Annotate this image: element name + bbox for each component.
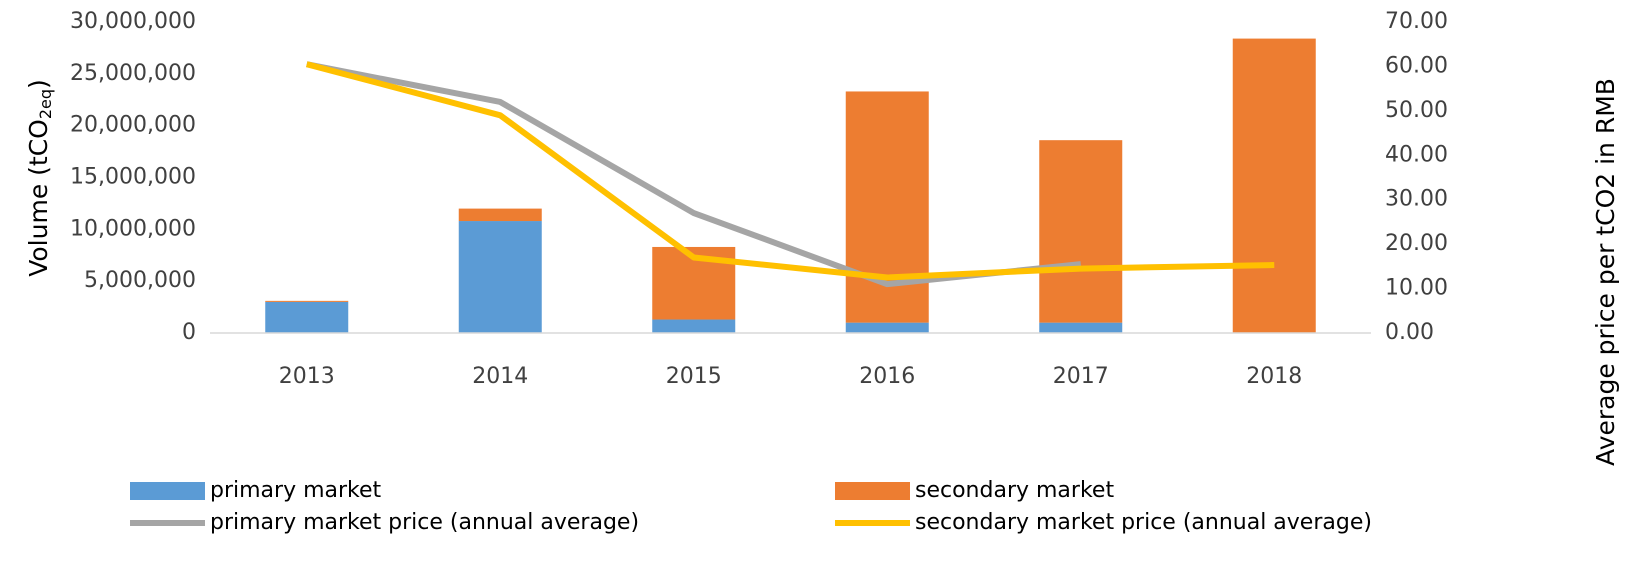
y2-tick-label: 40.00 [1385,142,1448,167]
bar [458,221,542,333]
line [305,61,1275,281]
bar [265,301,349,333]
legend-label: secondary market price (annual average) [915,510,1372,535]
legend-label: primary market [210,478,382,503]
y2-tick-label: 70.00 [1385,9,1448,34]
legend-swatch [130,482,205,500]
y-tick-label: 20,000,000 [70,113,196,138]
x-tick-label: 2017 [1053,364,1109,389]
legend-swatch [835,482,910,500]
y2-tick-label: 60.00 [1385,53,1448,78]
y-axis-title-part: Volume (tCO [24,119,53,277]
y-tick-label: 15,000,000 [70,165,196,190]
bar [1039,322,1123,333]
y-tick-label: 10,000,000 [70,216,196,241]
x-tick-label: 2015 [666,364,722,389]
bar [845,91,929,323]
y-axis-title: Volume (tCO2eq) [24,79,55,277]
y2-tick-label: 10.00 [1385,276,1448,301]
y2-tick-label: 30.00 [1385,187,1448,212]
bar [1232,38,1316,333]
legend-label: secondary market [915,478,1114,503]
y2-tick-label: 20.00 [1385,231,1448,256]
y2-tick-label: 50.00 [1385,98,1448,123]
x-tick-label: 2018 [1246,364,1302,389]
y-axis-title-part: ) [24,79,53,89]
y2-tick-label: 0.00 [1385,320,1434,345]
bar [265,300,349,302]
legend-label: primary market price (annual average) [210,510,639,535]
x-tick-label: 2014 [472,364,528,389]
x-tick-label: 2016 [859,364,915,389]
y2-axis-title: Average price per tCO2 in RMB [1591,78,1620,466]
y-axis-title-sub: 2eq [36,89,55,119]
bar [1039,140,1123,323]
y-tick-label: 25,000,000 [70,61,196,86]
bar [458,208,542,222]
x-tick-label: 2013 [279,364,335,389]
y-tick-label: 0 [182,320,196,345]
bar [845,322,929,333]
y-tick-label: 30,000,000 [70,9,196,34]
bar [652,319,736,333]
y-tick-label: 5,000,000 [84,268,196,293]
